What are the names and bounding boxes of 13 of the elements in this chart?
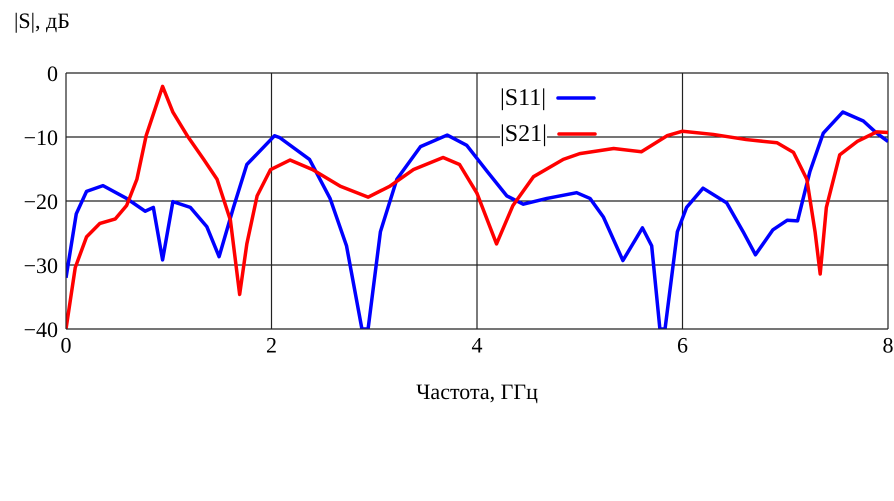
legend-label: |S11| <box>500 84 546 112</box>
y-tick-label: 0 <box>47 60 58 86</box>
y-tick-label: −20 <box>24 188 58 214</box>
x-axis-title: Частота, ГГц <box>416 379 538 404</box>
y-tick-label: −10 <box>24 124 58 150</box>
y-tick-label: −40 <box>24 316 58 342</box>
y-axis-title: |S|, дБ <box>14 8 70 34</box>
x-tick-label: 6 <box>677 332 688 358</box>
x-tick-label: 2 <box>266 332 277 358</box>
legend-label: |S21| <box>500 120 547 148</box>
x-tick-label: 8 <box>882 332 894 358</box>
x-tick-label: 4 <box>472 332 482 358</box>
y-tick-label: −30 <box>24 252 58 278</box>
